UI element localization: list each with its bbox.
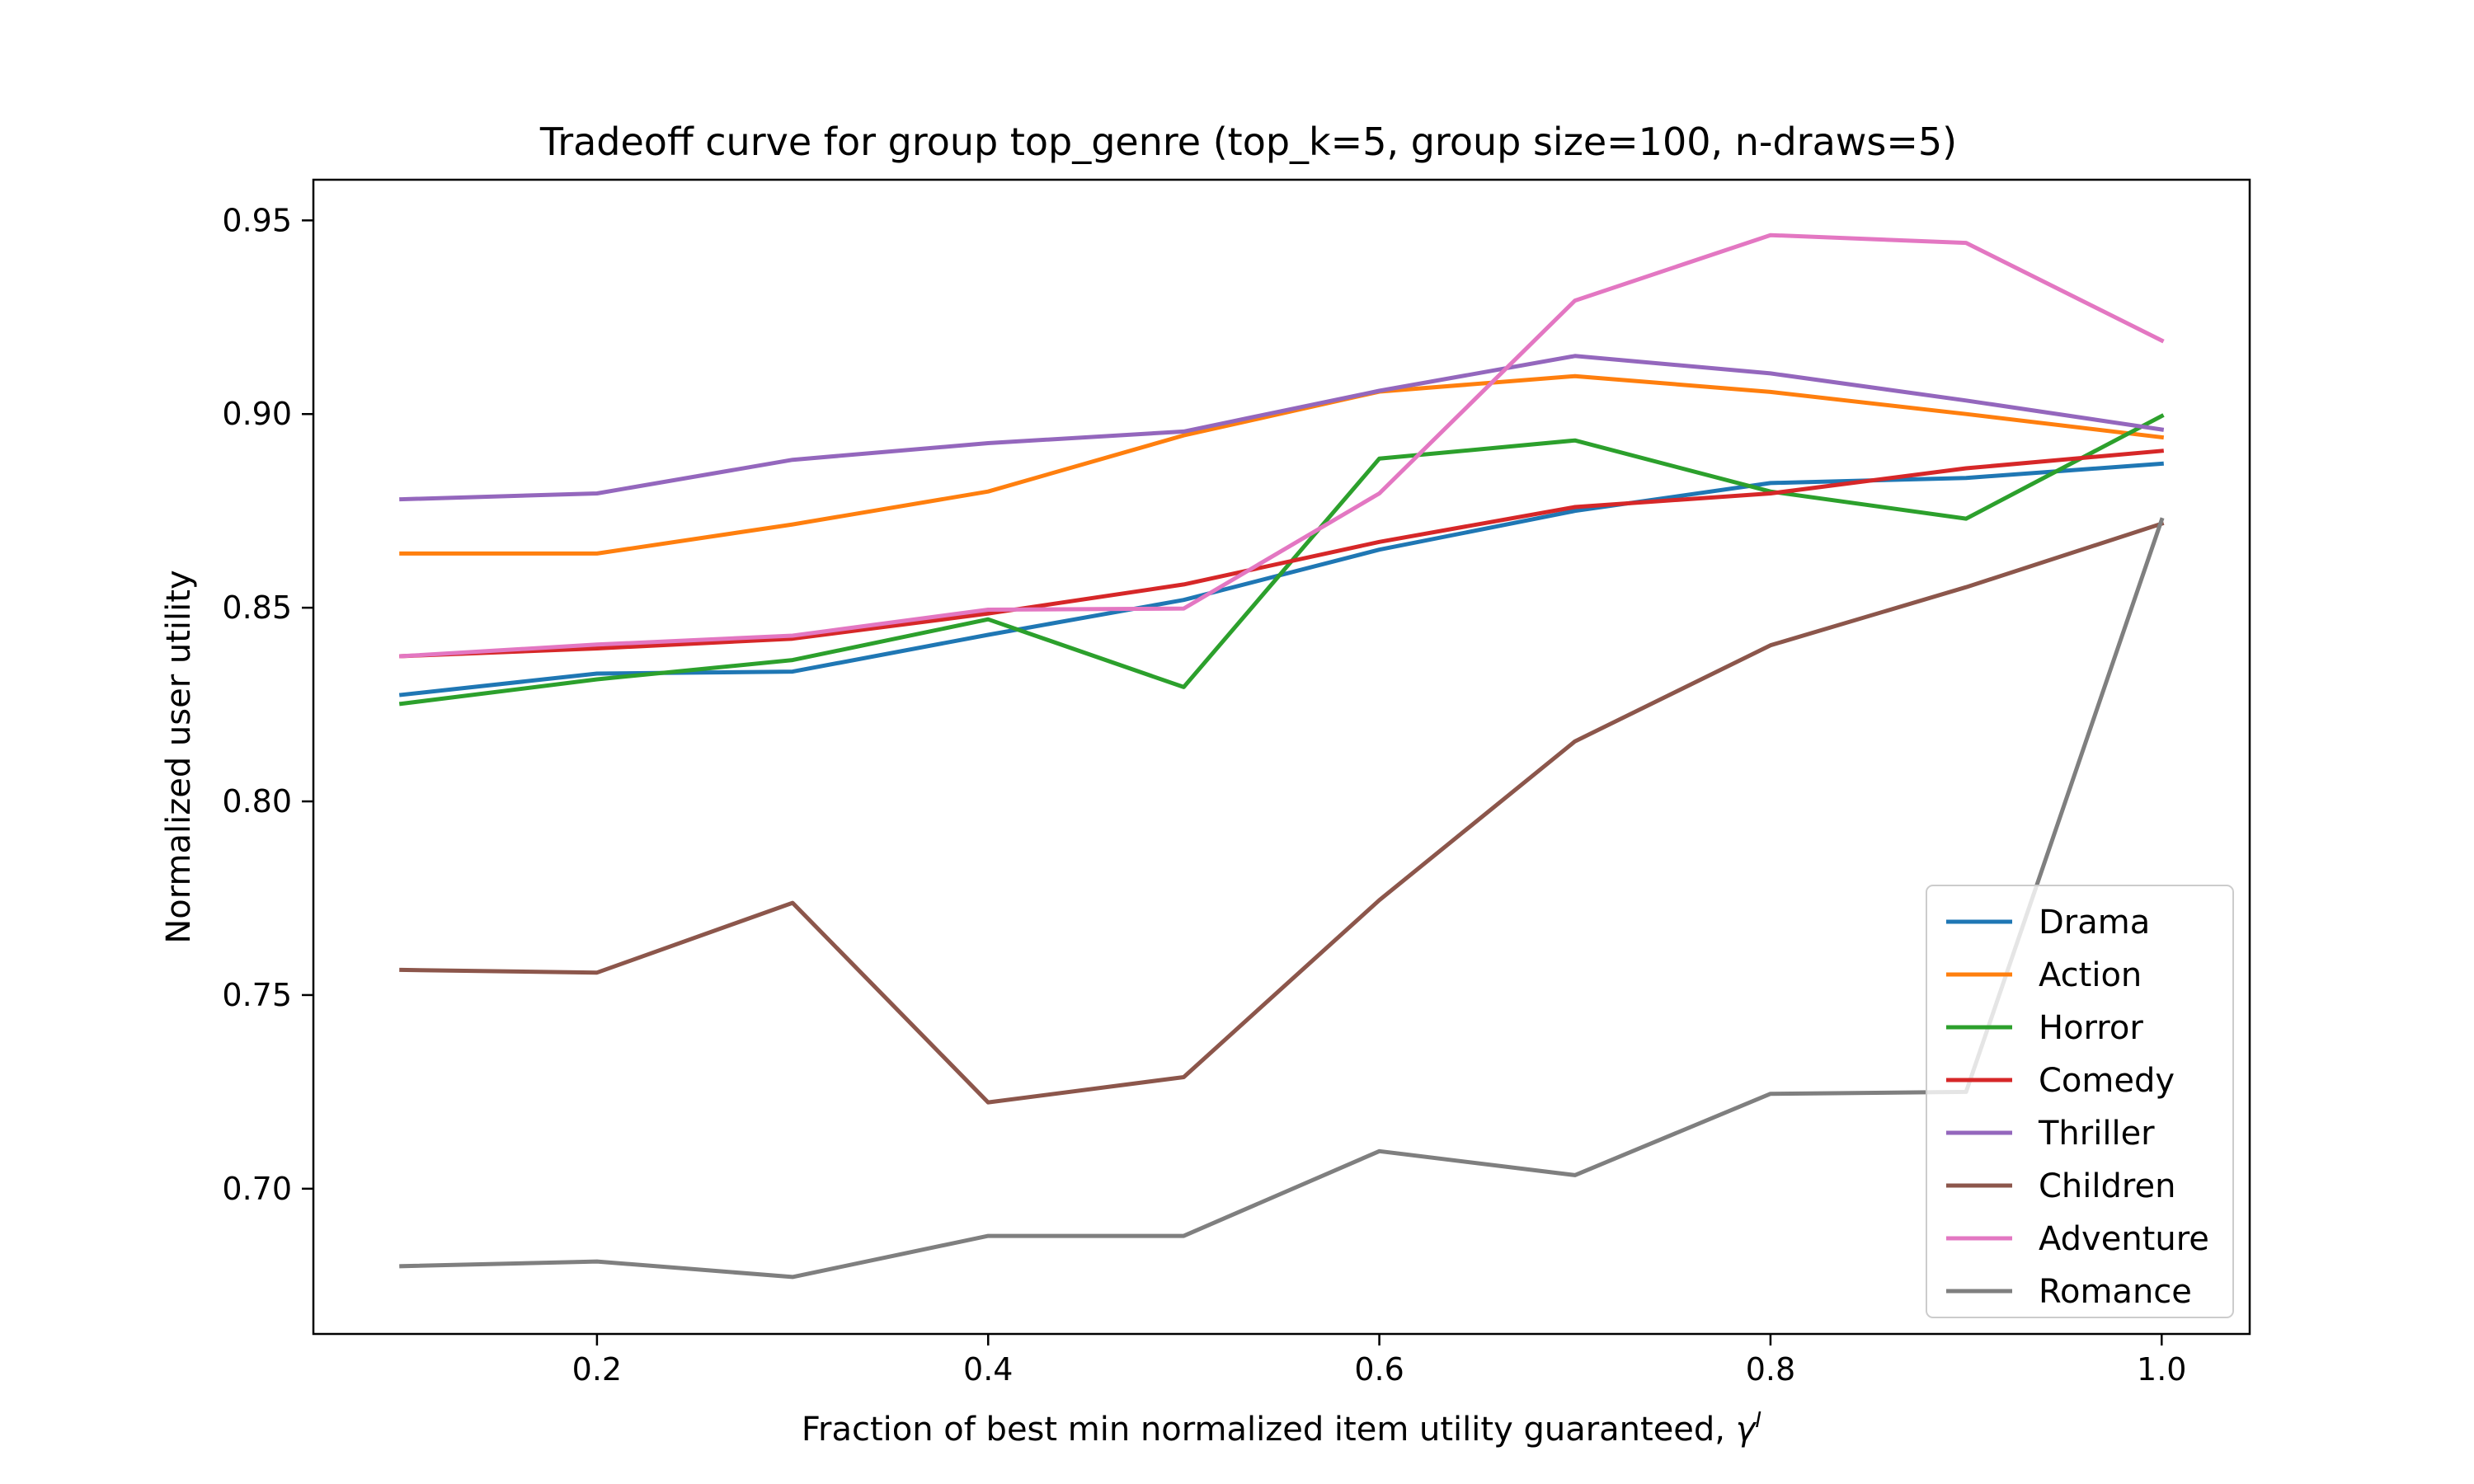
x-tick-label: 0.2 bbox=[572, 1351, 622, 1388]
series-lines bbox=[398, 232, 2165, 1280]
y-axis: 0.70 0.75 0.80 0.85 0.90 0.95 bbox=[222, 202, 313, 1207]
series-line-horror bbox=[398, 413, 2165, 707]
x-axis: 0.2 0.4 0.6 0.8 1.0 bbox=[572, 1334, 2186, 1388]
y-tick-label: 0.95 bbox=[222, 202, 292, 238]
y-tick-label: 0.70 bbox=[222, 1171, 292, 1207]
x-axis-label: Fraction of best min normalized item uti… bbox=[802, 1408, 1761, 1449]
legend-label-drama: Drama bbox=[2039, 904, 2150, 942]
legend-label-romance: Romance bbox=[2039, 1273, 2192, 1311]
y-axis-label: Normalized user utility bbox=[160, 570, 198, 943]
y-tick-label: 0.80 bbox=[222, 783, 292, 819]
x-axis-superscript: I bbox=[1755, 1408, 1761, 1433]
legend: Drama Action Horror Comedy Thriller Children A… bbox=[1926, 885, 2234, 1318]
y-tick-label: 0.85 bbox=[222, 589, 292, 626]
series-line-action bbox=[399, 373, 2165, 556]
chart-title: Tradeoff curve for group top_genre (top_… bbox=[539, 120, 1957, 164]
x-tick-label: 0.4 bbox=[963, 1351, 1013, 1388]
series-line-thriller bbox=[399, 354, 2165, 502]
series-line-comedy bbox=[399, 448, 2165, 659]
legend-label-adventure: Adventure bbox=[2039, 1220, 2209, 1258]
x-tick-label: 1.0 bbox=[2137, 1351, 2186, 1388]
legend-label-children: Children bbox=[2039, 1167, 2175, 1205]
legend-label-action: Action bbox=[2039, 956, 2142, 994]
series-line-romance bbox=[399, 517, 2165, 1280]
series-line-adventure bbox=[399, 232, 2165, 659]
x-axis-symbol: γ bbox=[1736, 1411, 1757, 1449]
x-tick-label: 0.8 bbox=[1746, 1351, 1795, 1388]
y-tick-label: 0.75 bbox=[222, 977, 292, 1013]
legend-label-horror: Horror bbox=[2039, 1009, 2143, 1047]
legend-label-comedy: Comedy bbox=[2039, 1062, 2175, 1100]
series-line-children bbox=[399, 521, 2165, 1105]
x-tick-label: 0.6 bbox=[1354, 1351, 1404, 1388]
legend-label-thriller: Thriller bbox=[2038, 1115, 2155, 1153]
legend-box bbox=[1926, 885, 2234, 1318]
y-tick-label: 0.90 bbox=[222, 396, 292, 432]
